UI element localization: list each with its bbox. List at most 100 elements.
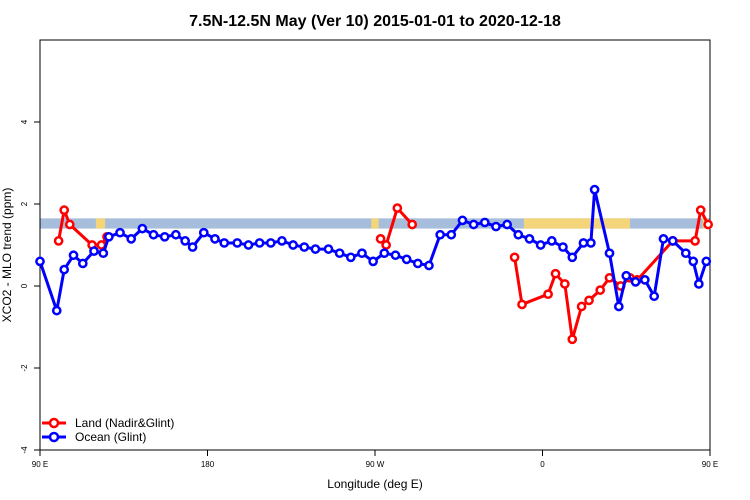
ocean-point-36 [424, 260, 434, 271]
ocean-point-40 [468, 219, 479, 230]
land-point-26 [703, 219, 713, 230]
ocean-point-25 [299, 242, 310, 252]
y-tick-label: 2 [20, 201, 29, 206]
ocean-point-28 [334, 248, 345, 259]
ocean-point-60 [667, 236, 678, 246]
ocean-point-26 [310, 244, 321, 254]
land-point-14 [559, 279, 570, 289]
ocean-point-44 [513, 229, 524, 240]
ocean-point-49 [567, 252, 578, 263]
legend-ocean-marker [48, 431, 60, 443]
ocean-point-37 [435, 229, 445, 240]
y-tick-label: -2 [20, 364, 29, 372]
x-axis-label: Longitude (deg E) [327, 477, 422, 491]
land-segment-1 [371, 218, 379, 229]
ocean-point-56 [630, 277, 641, 287]
ocean-point-11 [148, 229, 159, 240]
chart-title: 7.5N-12.5N May (Ver 10) 2015-01-01 to 20… [189, 13, 561, 30]
legend-land-marker [48, 417, 60, 429]
land-point-6 [375, 234, 386, 244]
ocean-point-58 [649, 291, 660, 302]
y-tick-label: 4 [20, 119, 29, 124]
legend-ocean-label: Ocean (Glint) [75, 430, 146, 444]
ocean-point-46 [535, 240, 546, 250]
x-tick-label: 90 E [702, 460, 718, 469]
land-point-13 [550, 268, 561, 279]
ocean-point-34 [401, 254, 412, 265]
land-point-8 [392, 203, 403, 213]
x-tick-label: 0 [540, 460, 545, 469]
ocean-point-63 [693, 279, 704, 289]
ocean-point-2 [59, 264, 70, 275]
land-point-11 [517, 299, 527, 310]
x-tick-label: 90 E [32, 460, 48, 469]
ocean-point-59 [658, 234, 669, 244]
ocean-point-13 [171, 229, 181, 240]
land-point-2 [64, 219, 75, 230]
land-point-18 [595, 285, 606, 295]
ocean-point-55 [621, 270, 632, 281]
land-point-7 [381, 240, 392, 250]
ocean-point-43 [502, 219, 512, 230]
ocean-point-47 [546, 236, 557, 246]
ocean-point-39 [457, 215, 468, 226]
land-point-1 [59, 205, 70, 215]
land-point-24 [690, 236, 700, 246]
series-lines [35, 184, 713, 345]
ocean-point-14 [180, 236, 191, 246]
ocean-point-16 [198, 227, 209, 238]
land-point-9 [407, 219, 418, 230]
ocean-point-7 [104, 231, 114, 242]
ocean-point-24 [288, 240, 298, 250]
plot-frame [39, 39, 711, 451]
x-tick-label: 180 [201, 460, 215, 469]
ocean-point-22 [265, 238, 276, 248]
y-tick-label: 0 [20, 283, 29, 288]
ocean-point-0 [35, 256, 45, 267]
ocean-point-62 [688, 256, 699, 267]
ocean-point-53 [604, 248, 615, 259]
ocean-point-41 [479, 217, 490, 228]
ocean-point-15 [187, 242, 198, 252]
ocean-point-54 [613, 301, 624, 312]
x-tick-label: 90 W [366, 460, 385, 469]
ocean-point-27 [323, 244, 334, 254]
ocean-point-29 [345, 252, 356, 263]
ocean-point-19 [232, 238, 243, 248]
ocean-point-64 [701, 256, 712, 267]
ocean-point-4 [77, 258, 88, 269]
land-point-15 [567, 334, 578, 345]
ocean-point-57 [640, 275, 650, 285]
ocean-point-17 [210, 234, 220, 244]
ocean-point-51 [586, 238, 596, 248]
land-segment-0 [95, 218, 106, 229]
ocean-point-32 [379, 248, 390, 259]
land-point-25 [695, 205, 706, 215]
ocean-point-20 [243, 240, 254, 250]
y-axis-label: XCO2 - MLO trend (ppm) [0, 188, 14, 323]
ocean-point-38 [446, 229, 457, 240]
land-segment-2 [523, 218, 630, 229]
land-point-16 [576, 301, 587, 312]
ocean-point-8 [115, 227, 125, 238]
ocean-point-3 [68, 250, 79, 261]
ocean-point-30 [357, 248, 367, 259]
ocean-point-48 [558, 242, 568, 252]
land-point-10 [509, 252, 520, 263]
ocean-point-9 [126, 234, 137, 244]
land-point-17 [584, 295, 594, 306]
land-point-12 [543, 289, 553, 300]
ocean-point-21 [254, 238, 265, 248]
ocean-point-18 [219, 238, 230, 248]
legend: Land (Nadir&Glint) Ocean (Glint) [42, 416, 174, 444]
legend-land-label: Land (Nadir&Glint) [75, 416, 174, 430]
ocean-point-6 [98, 248, 109, 259]
ocean-point-52 [589, 184, 600, 195]
ocean-point-33 [390, 250, 401, 261]
ocean-point-12 [159, 231, 170, 242]
ocean-point-35 [412, 258, 423, 269]
series-1 [35, 184, 712, 316]
land-point-0 [53, 236, 64, 246]
ocean-point-61 [680, 248, 691, 259]
